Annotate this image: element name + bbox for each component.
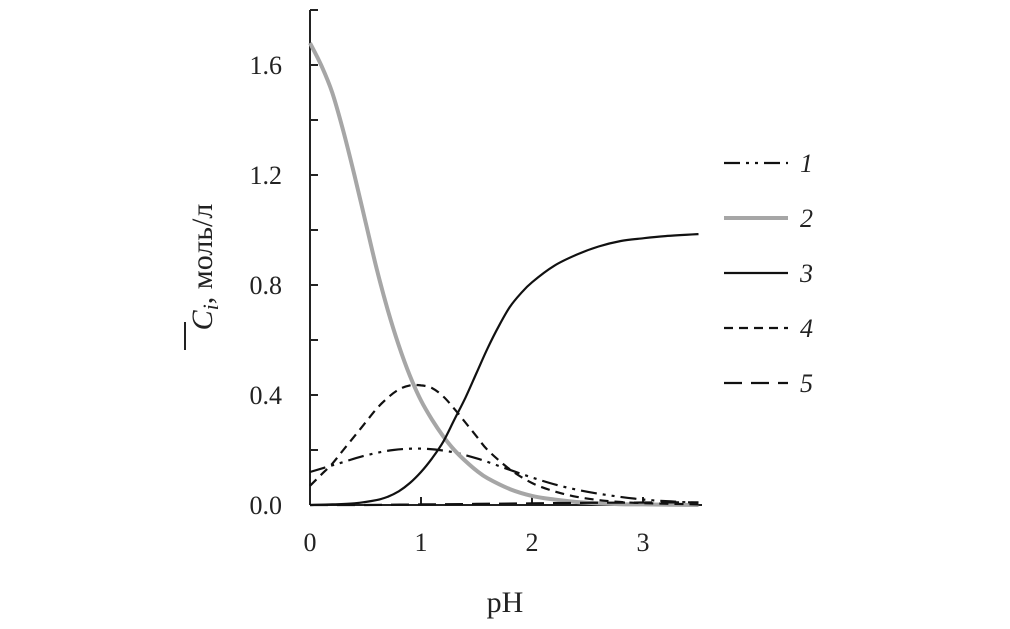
y-axis-title: Ci, моль/л bbox=[184, 204, 223, 350]
series-line-5 bbox=[309, 501, 699, 507]
y-tick-label: 1.6 bbox=[250, 51, 283, 80]
y-tick-label: 1.2 bbox=[250, 161, 283, 190]
legend-label-1: 1 bbox=[800, 149, 813, 178]
y-axis-unit: , моль/л bbox=[186, 204, 219, 305]
svg-text:Ci, моль/л: Ci, моль/л bbox=[186, 204, 223, 331]
x-tick-label: 3 bbox=[637, 528, 650, 557]
y-axis-symbol: C bbox=[186, 309, 219, 330]
x-tick-label: 0 bbox=[304, 528, 317, 557]
series-line-3 bbox=[309, 233, 699, 507]
axis-ticks: 0.0 0.4 0.8 1.2 1.6 0 1 2 3 bbox=[250, 9, 650, 557]
legend-label-5: 5 bbox=[800, 369, 813, 398]
y-tick-label: 0.4 bbox=[250, 381, 283, 410]
x-tick-label: 2 bbox=[526, 528, 539, 557]
y-axis-subscript: i bbox=[198, 304, 223, 310]
legend-label-3: 3 bbox=[799, 259, 813, 288]
legend-label-4: 4 bbox=[800, 314, 813, 343]
series-line-1 bbox=[309, 447, 699, 504]
series-line-4 bbox=[309, 383, 699, 506]
y-tick-label: 0.8 bbox=[250, 271, 283, 300]
y-tick-label: 0.0 bbox=[250, 491, 283, 520]
series-layer bbox=[308, 42, 699, 507]
series-line-2 bbox=[308, 42, 699, 507]
x-axis-title: pH bbox=[487, 586, 524, 619]
legend-label-2: 2 bbox=[800, 204, 813, 233]
legend: 1 2 3 4 5 bbox=[724, 149, 813, 398]
x-tick-label: 1 bbox=[415, 528, 428, 557]
